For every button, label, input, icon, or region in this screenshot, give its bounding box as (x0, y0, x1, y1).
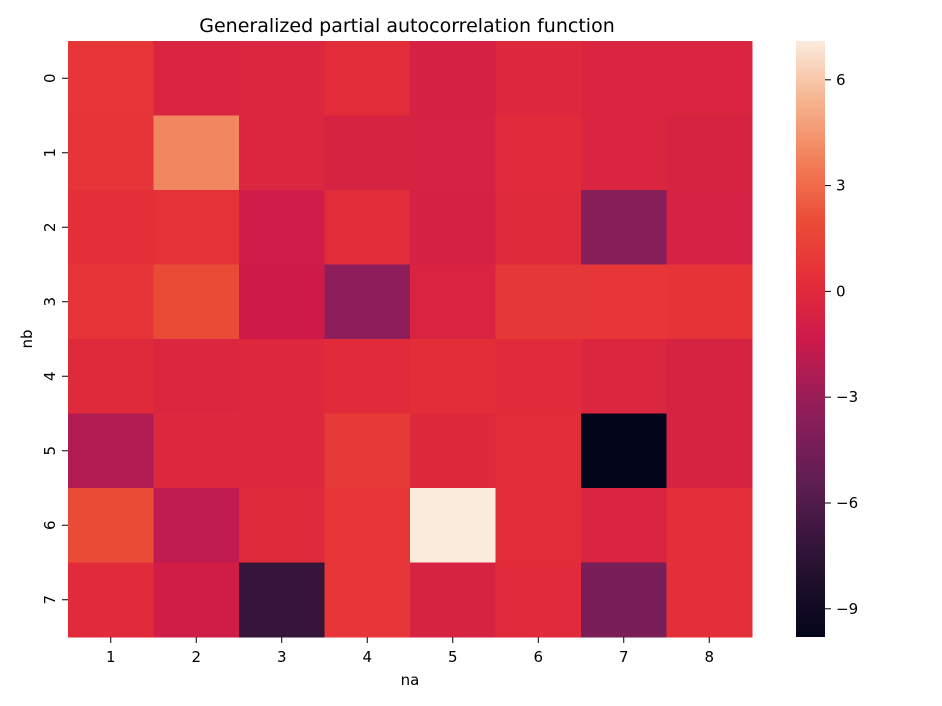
colorbar-ticks: −9 −6 −3 0 3 6 (825, 71, 858, 618)
heatmap-cell (495, 413, 582, 489)
heatmap-cell (68, 562, 154, 638)
heatmap-cell (666, 339, 753, 414)
heatmap-cell (68, 264, 154, 340)
heatmap-cell (68, 413, 154, 489)
colorbar-tick-label: −9 (836, 600, 858, 618)
heatmap-cell (324, 264, 411, 340)
y-axis-label: nb (18, 329, 36, 348)
heatmap-cells (68, 41, 753, 638)
x-tick-label: 6 (533, 648, 543, 666)
heatmap-cell (581, 41, 667, 116)
y-tick-label: 0 (41, 73, 59, 83)
heatmap-cell (153, 264, 240, 340)
heatmap-cell (495, 488, 582, 563)
y-tick-label: 7 (41, 595, 59, 605)
heatmap-cell (239, 190, 325, 265)
heatmap-cell (495, 190, 582, 265)
heatmap-cell (153, 339, 240, 414)
heatmap-cell (239, 488, 325, 563)
x-tick-label: 2 (191, 648, 201, 666)
heatmap-cell (239, 562, 325, 638)
heatmap-cell (68, 115, 154, 191)
y-tick-label: 2 (41, 222, 59, 232)
heatmap-cell (68, 488, 154, 563)
heatmap-cell (666, 562, 753, 638)
heatmap-cell (239, 413, 325, 489)
y-tick-label: 4 (41, 371, 59, 381)
heatmap-cell (410, 562, 496, 638)
colorbar-tick-label: −3 (836, 388, 858, 406)
heatmap-cell (68, 190, 154, 265)
heatmap-cell (581, 190, 667, 265)
x-tick-label: 5 (448, 648, 458, 666)
colorbar-tick-label: 3 (836, 177, 846, 195)
heatmap-cell (324, 190, 411, 265)
x-tick-label: 4 (362, 648, 372, 666)
heatmap-cell (666, 413, 753, 489)
heatmap-cell (324, 115, 411, 191)
colorbar-tick-label: −6 (836, 494, 858, 512)
heatmap-cell (239, 264, 325, 340)
heatmap-cell (410, 339, 496, 414)
x-tick-label: 7 (619, 648, 629, 666)
y-axis-ticks: 0 1 2 3 4 5 6 7 (41, 73, 68, 605)
heatmap-cell (581, 264, 667, 340)
heatmap-cell (495, 264, 582, 340)
heatmap-cell (410, 190, 496, 265)
y-tick-label: 6 (41, 520, 59, 530)
heatmap-cell (239, 115, 325, 191)
x-axis-ticks: 1 2 3 4 5 6 7 8 (106, 637, 714, 666)
heatmap-cell (581, 562, 667, 638)
heatmap-cell (666, 264, 753, 340)
heatmap-cell (410, 41, 496, 116)
chart-title: Generalized partial autocorrelation func… (199, 15, 615, 37)
heatmap-cell (581, 115, 667, 191)
heatmap-cell (581, 488, 667, 563)
x-axis-label: na (401, 671, 420, 689)
y-tick-label: 3 (41, 297, 59, 307)
heatmap-cell (666, 190, 753, 265)
heatmap-cell (410, 264, 496, 340)
x-tick-label: 1 (106, 648, 116, 666)
heatmap-cell (495, 562, 582, 638)
heatmap-cell (324, 41, 411, 116)
heatmap-cell (581, 413, 667, 489)
x-tick-label: 3 (277, 648, 287, 666)
heatmap-cell (410, 115, 496, 191)
heatmap-cell (410, 413, 496, 489)
y-tick-label: 1 (41, 148, 59, 158)
colorbar-tick-label: 0 (836, 282, 846, 300)
heatmap-cell (666, 488, 753, 563)
heatmap-cell (153, 488, 240, 563)
x-tick-label: 8 (704, 648, 714, 666)
heatmap-cell (581, 339, 667, 414)
heatmap-cell (666, 41, 753, 116)
heatmap-cell (495, 339, 582, 414)
heatmap-cell (495, 41, 582, 116)
heatmap-cell (153, 41, 240, 116)
heatmap-cell (495, 115, 582, 191)
heatmap-cell (68, 339, 154, 414)
heatmap-cell (324, 413, 411, 489)
heatmap-cell (153, 115, 240, 191)
heatmap-cell (153, 190, 240, 265)
heatmap-cell (324, 339, 411, 414)
y-tick-label: 5 (41, 446, 59, 456)
heatmap-cell (239, 339, 325, 414)
heatmap-cell (153, 413, 240, 489)
heatmap-cell (410, 488, 496, 563)
heatmap-cell (239, 41, 325, 116)
heatmap-cell (324, 488, 411, 563)
colorbar (796, 41, 825, 637)
heatmap-cell (324, 562, 411, 638)
heatmap-cell (153, 562, 240, 638)
heatmap-cell (68, 41, 154, 116)
heatmap-cell (666, 115, 753, 191)
colorbar-tick-label: 6 (836, 71, 846, 89)
